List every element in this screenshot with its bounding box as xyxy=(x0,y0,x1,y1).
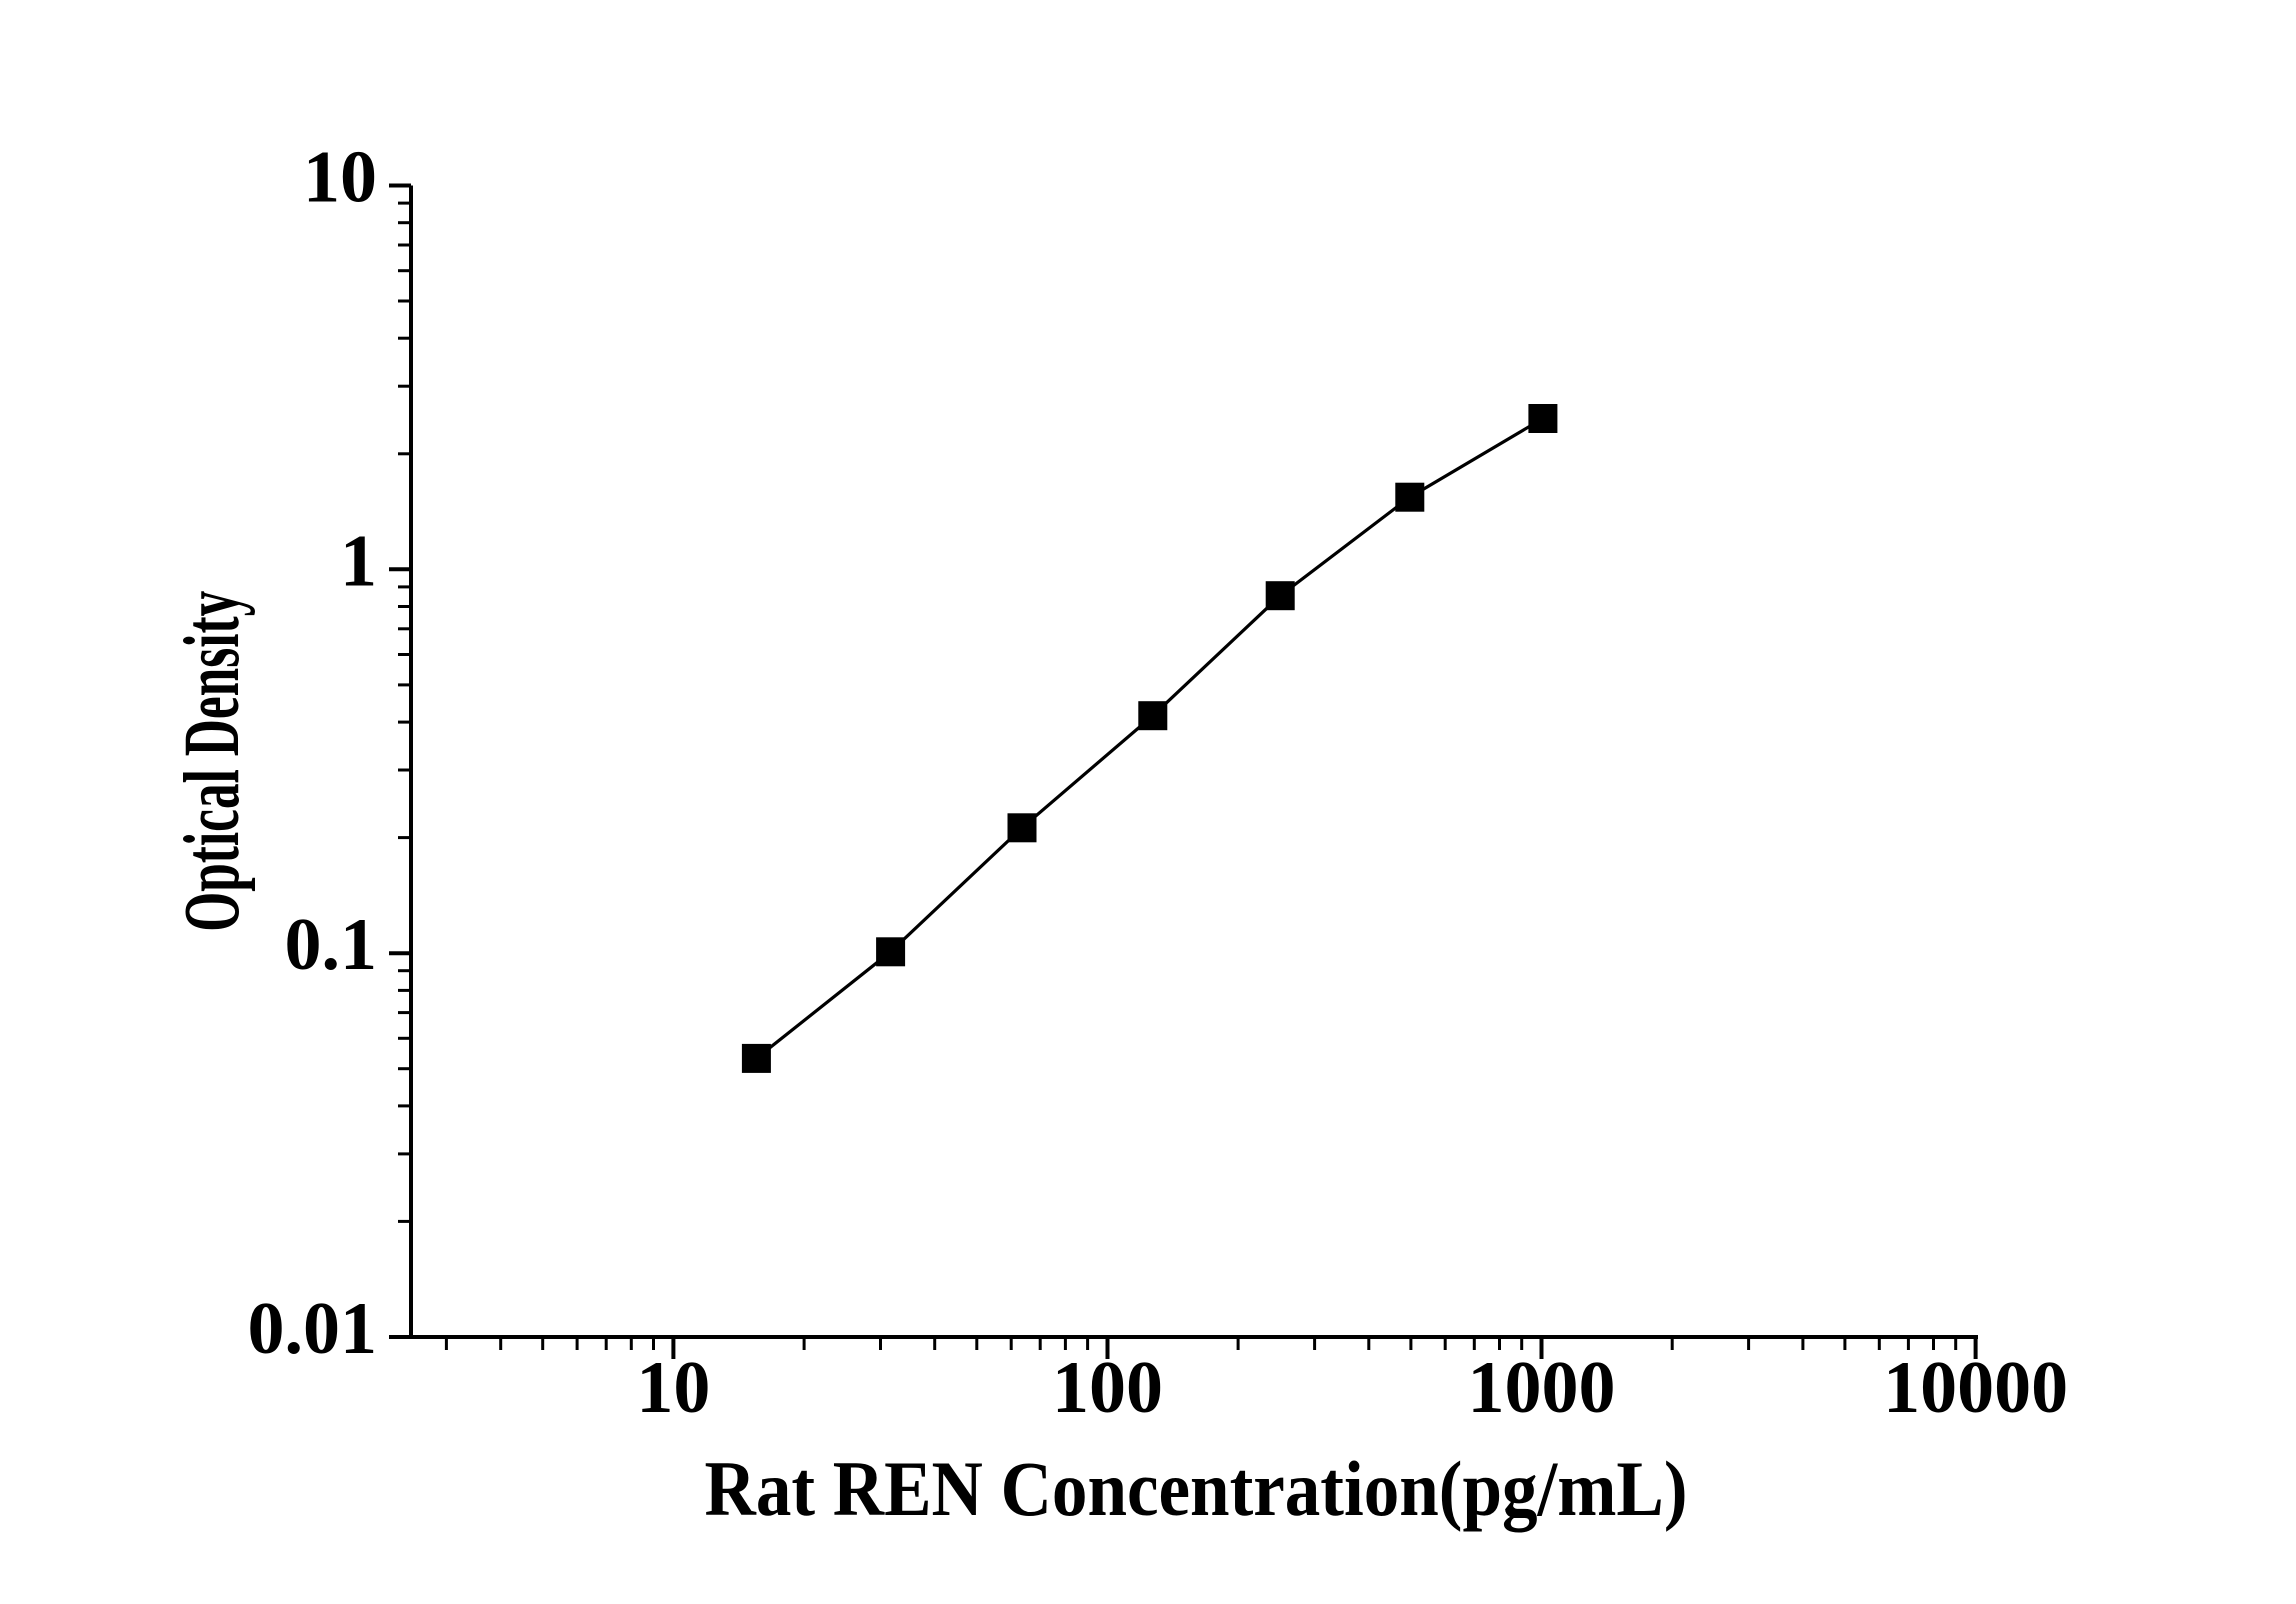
svg-text:0.1: 0.1 xyxy=(285,904,378,986)
svg-text:Rat REN Concentration(pg/mL): Rat REN Concentration(pg/mL) xyxy=(705,1445,1688,1532)
svg-text:1000: 1000 xyxy=(1468,1347,1616,1429)
svg-text:1: 1 xyxy=(340,520,377,602)
svg-text:10: 10 xyxy=(636,1347,710,1429)
svg-text:Optical Density: Optical Density xyxy=(169,591,256,932)
svg-text:0.01: 0.01 xyxy=(248,1288,378,1370)
svg-text:10: 10 xyxy=(303,137,377,219)
svg-text:10000: 10000 xyxy=(1883,1347,2068,1429)
svg-text:100: 100 xyxy=(1052,1347,1163,1429)
